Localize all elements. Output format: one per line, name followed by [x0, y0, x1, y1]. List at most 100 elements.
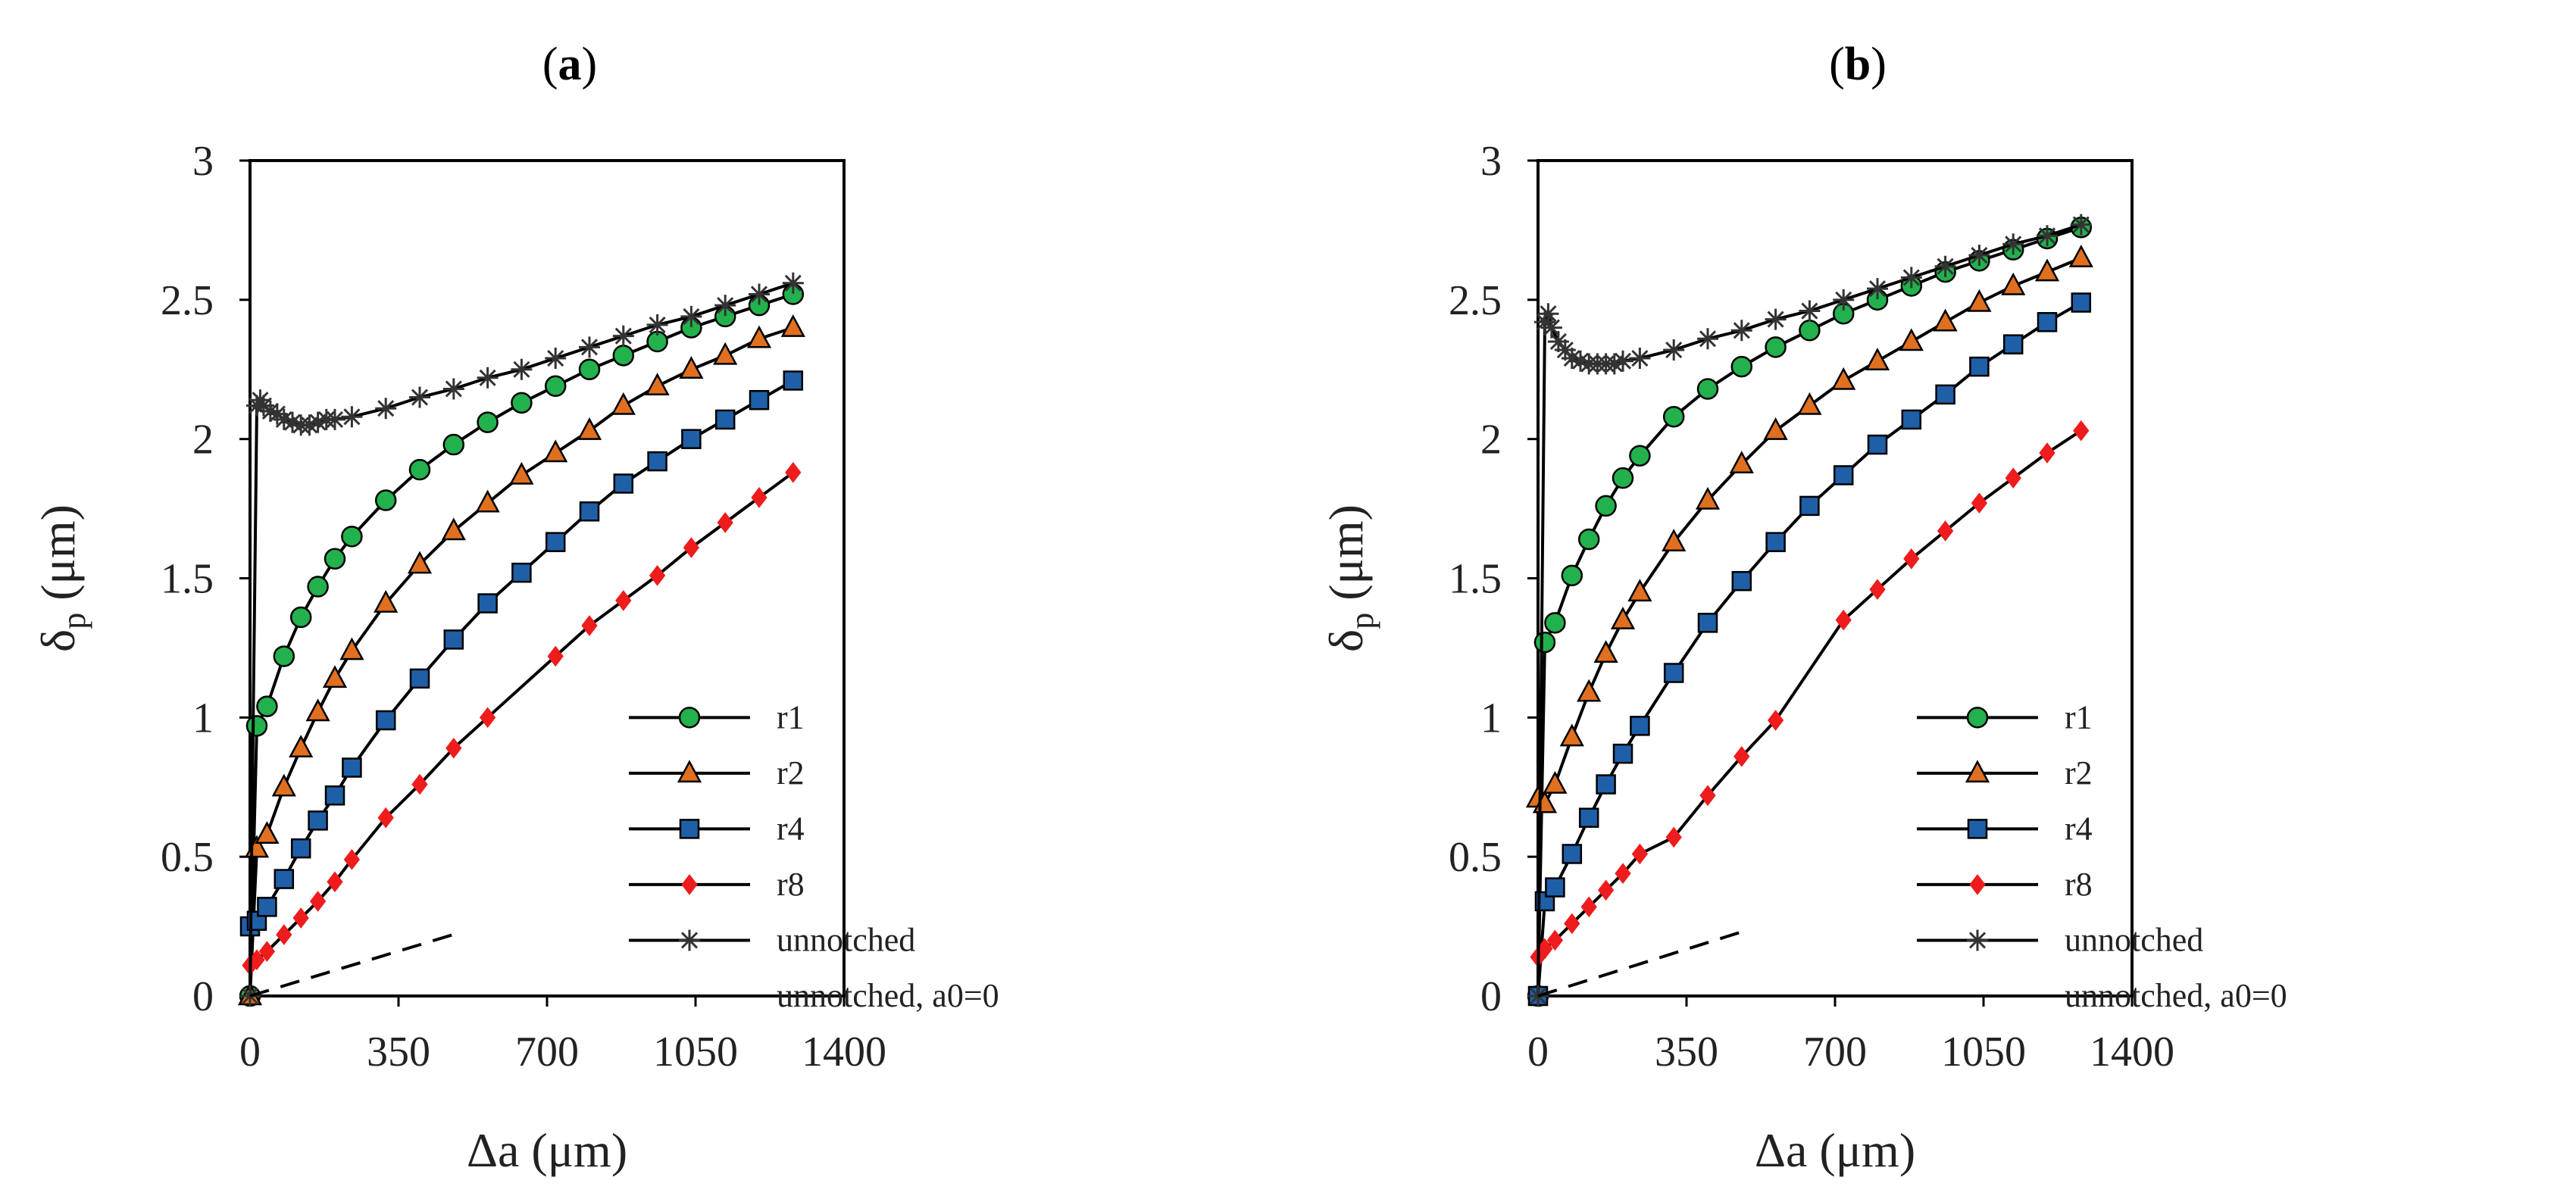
data-point [307, 576, 329, 598]
y-tick-label: 2 [1480, 417, 1502, 464]
legend-marker [679, 929, 700, 951]
data-point [299, 414, 320, 436]
y-axis: 0 0.5 1 1.5 2 2.5 3 [161, 138, 250, 1020]
data-point [407, 551, 433, 574]
legend-marker [681, 874, 698, 895]
y-tick-label: 1 [192, 695, 214, 741]
data-point [2005, 467, 2021, 489]
legend-item: r2 [1917, 754, 2093, 791]
series-unnotched-a0-0 [1537, 927, 1751, 998]
panel-label: b [1845, 39, 1871, 90]
data-point [1629, 445, 1651, 467]
x-axis: 0 350 700 1050 1400 [239, 996, 886, 1076]
data-point [612, 345, 635, 367]
data-point [1596, 774, 1616, 795]
data-point [1867, 434, 1888, 455]
y-tick-label: 1.5 [1449, 556, 1502, 603]
data-point [714, 409, 736, 430]
series-line [1537, 226, 2082, 997]
series-line [249, 930, 463, 998]
data-point [578, 358, 601, 380]
data-point [1900, 267, 1922, 289]
data-point [1831, 367, 1856, 390]
data-point [543, 439, 568, 463]
data-point [2002, 233, 2024, 255]
data-point [1543, 770, 1568, 794]
legend-item: unnotched, a0=0 [629, 977, 999, 1014]
data-point [442, 433, 465, 456]
data-point [545, 348, 567, 370]
data-point [1865, 348, 1890, 370]
data-point [258, 941, 276, 962]
data-point [1612, 350, 1633, 372]
data-point [1763, 417, 1788, 440]
data-point [746, 325, 772, 348]
data-point [1612, 467, 1634, 489]
data-point [282, 411, 303, 433]
data-point [1559, 723, 1584, 747]
legend-item: r4 [629, 810, 805, 847]
data-point [1577, 528, 1600, 551]
x-tick-label: 350 [367, 1029, 430, 1076]
data-point [1799, 320, 1821, 342]
data-point [2034, 258, 2060, 282]
data-point [343, 849, 361, 870]
data-point [1730, 355, 1753, 378]
x-axis-label: Δa (μm) [1755, 1123, 1915, 1177]
data-point [1546, 929, 1564, 951]
data-point [441, 517, 466, 541]
series-r2 [237, 314, 805, 1006]
data-point [1799, 495, 1820, 517]
data-point [2071, 292, 2092, 313]
data-point [445, 737, 462, 759]
series-r1 [239, 283, 805, 1007]
data-point [1697, 328, 1718, 350]
data-point [322, 665, 348, 688]
data-point [1765, 532, 1786, 552]
data-point [611, 392, 636, 415]
data-point [324, 785, 345, 806]
data-point [1610, 607, 1636, 629]
data-point [1730, 320, 1752, 342]
data-point [1540, 317, 1562, 339]
data-point [377, 807, 394, 829]
data-point [1577, 679, 1602, 702]
data-point [479, 707, 496, 729]
data-point [1767, 710, 1784, 731]
data-point [783, 370, 804, 391]
data-point [1833, 289, 1855, 311]
data-point [2070, 214, 2092, 236]
data-point [477, 367, 499, 389]
data-point [1835, 609, 1852, 631]
data-point [1697, 613, 1718, 633]
data-point [1971, 492, 1988, 514]
data-point [339, 637, 364, 660]
data-point [680, 305, 702, 327]
series-r8 [1530, 420, 2090, 968]
data-point [256, 695, 278, 717]
data-point [646, 314, 668, 336]
data-point [2001, 272, 2026, 295]
data-point [511, 358, 533, 380]
data-point [1699, 785, 1716, 807]
data-point [477, 593, 498, 613]
data-point [1969, 356, 1990, 377]
data-point [409, 386, 430, 408]
chart-b-svg: (b) 0 0.5 1 1.5 2 2.5 3 0 350 700 1050 1400 Δa (μm) δp… [1319, 39, 2287, 1177]
data-point [1663, 339, 1685, 361]
data-point [1967, 289, 1992, 312]
y-axis: 0 0.5 1 1.5 2 2.5 3 [1449, 138, 1538, 1020]
data-point [1935, 384, 1955, 405]
data-point [1934, 255, 1956, 277]
panel-title: (b) [1829, 39, 1887, 90]
data-point [1564, 913, 1580, 935]
y-axis-label: δp (μm) [1319, 504, 1380, 652]
plot-frame [249, 159, 846, 998]
data-point [290, 838, 311, 859]
data-point [443, 629, 464, 650]
data-point [249, 389, 271, 411]
series-r4 [239, 370, 804, 937]
data-point [1903, 548, 1920, 570]
legend-label: unnotched, a0=0 [777, 977, 999, 1014]
data-point [442, 378, 464, 400]
